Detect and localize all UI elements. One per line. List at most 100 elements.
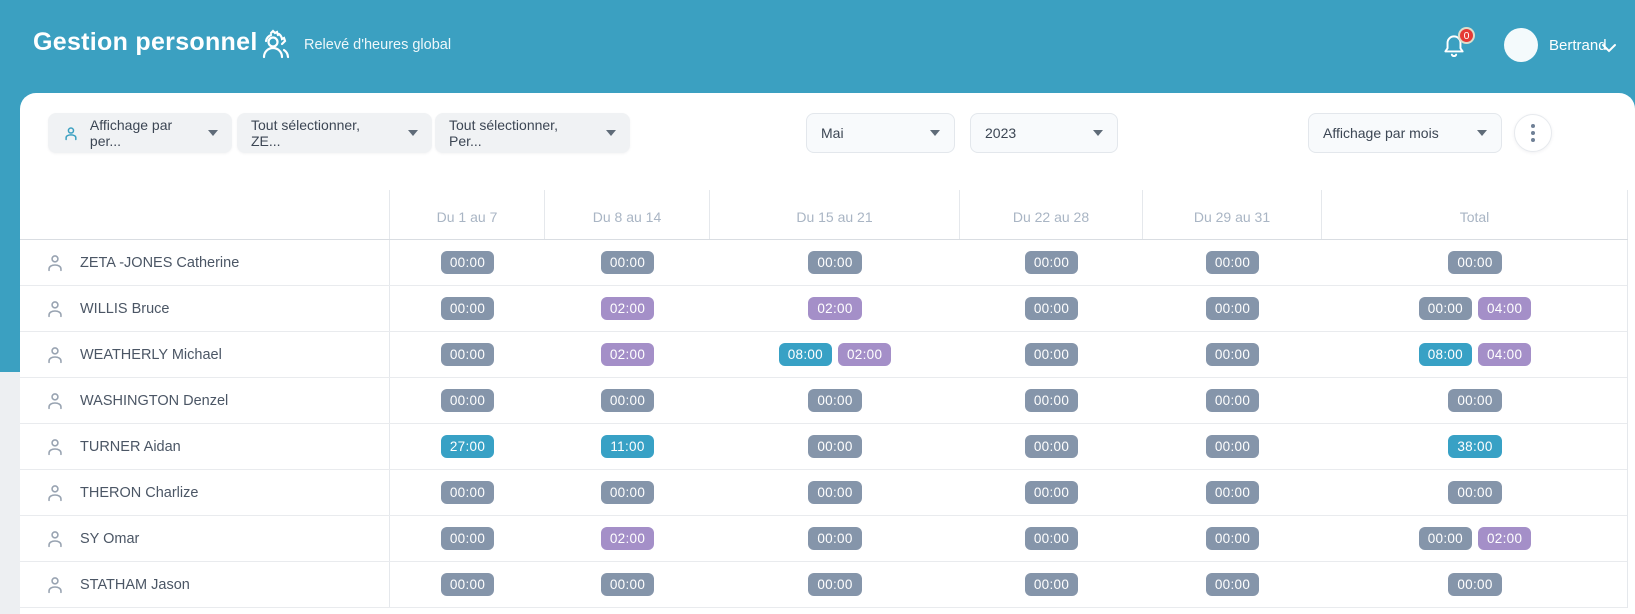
hours-chip[interactable]: 00:00 bbox=[808, 481, 862, 504]
hours-chip[interactable]: 00:00 bbox=[440, 297, 495, 320]
week-cell: 00:00 bbox=[390, 286, 545, 331]
hours-chip[interactable]: 00:00 bbox=[600, 573, 655, 596]
table-row[interactable]: THERON Charlize 00:00 00:00 00:00 00:00 00:00… bbox=[20, 470, 1627, 516]
hours-chip[interactable]: 00:00 bbox=[1024, 435, 1079, 458]
hours-chip[interactable]: 00:00 bbox=[1205, 435, 1260, 458]
column-header-3: Du 15 au 21 bbox=[710, 190, 960, 239]
hours-chip[interactable]: 38:00 bbox=[1448, 435, 1502, 458]
week-cell: 00:00 bbox=[710, 378, 960, 423]
hours-chip[interactable]: 00:00 bbox=[600, 481, 655, 504]
more-options-button[interactable] bbox=[1514, 114, 1552, 152]
hours-chip[interactable]: 02:00 bbox=[600, 297, 655, 320]
chevron-down-icon[interactable] bbox=[1601, 40, 1617, 58]
hours-chip[interactable]: 02:00 bbox=[600, 527, 655, 550]
hours-chip[interactable]: 00:00 bbox=[600, 251, 655, 274]
column-header-2: Du 8 au 14 bbox=[545, 190, 710, 239]
hours-chip[interactable]: 00:00 bbox=[1024, 343, 1079, 366]
hours-chip[interactable]: 00:00 bbox=[808, 251, 862, 274]
employee-name-cell[interactable]: WASHINGTON Denzel bbox=[20, 378, 390, 423]
user-name[interactable]: Bertrand bbox=[1549, 37, 1607, 54]
hours-chip[interactable]: 00:00 bbox=[1024, 389, 1079, 412]
table-row[interactable]: ZETA -JONES Catherine 00:00 00:00 00:00 00:0… bbox=[20, 240, 1627, 286]
hours-chip[interactable]: 00:00 bbox=[1448, 389, 1502, 412]
hours-chip[interactable]: 00:00 bbox=[1024, 573, 1079, 596]
week-cell: 00:00 bbox=[710, 516, 960, 561]
display-mode-select[interactable]: Affichage par mois bbox=[1308, 113, 1502, 153]
hours-chip[interactable]: 02:00 bbox=[1478, 527, 1532, 550]
table-row[interactable]: STATHAM Jason 00:00 00:00 00:00 00:00 00:00 00… bbox=[20, 562, 1627, 608]
employee-name: STATHAM Jason bbox=[80, 576, 190, 593]
hours-chip[interactable]: 00:00 bbox=[1448, 481, 1502, 504]
hours-chip[interactable]: 00:00 bbox=[808, 527, 862, 550]
week-cell: 00:00 bbox=[1143, 470, 1322, 515]
employee-name-cell[interactable]: TURNER Aidan bbox=[20, 424, 390, 469]
filter-display-by-person[interactable]: Affichage par per... bbox=[48, 113, 232, 153]
hours-chip[interactable]: 00:00 bbox=[1418, 527, 1472, 550]
hours-chip[interactable]: 00:00 bbox=[1205, 527, 1260, 550]
hours-chip[interactable]: 00:00 bbox=[1205, 343, 1260, 366]
hours-chip[interactable]: 00:00 bbox=[1205, 481, 1260, 504]
hours-chip[interactable]: 27:00 bbox=[440, 435, 495, 458]
hours-chip[interactable]: 00:00 bbox=[440, 343, 495, 366]
column-header-empty bbox=[20, 190, 390, 239]
table-header-row: Du 1 au 7 Du 8 au 14 Du 15 au 21 Du 22 au 2… bbox=[20, 190, 1628, 240]
week-cell: 00:00 bbox=[960, 286, 1143, 331]
hours-chip[interactable]: 00:00 bbox=[1024, 527, 1079, 550]
hours-chip[interactable]: 04:00 bbox=[1478, 297, 1532, 320]
hours-chip[interactable]: 00:00 bbox=[440, 251, 495, 274]
hours-chip[interactable]: 00:00 bbox=[1205, 251, 1260, 274]
hours-chip[interactable]: 00:00 bbox=[808, 573, 862, 596]
hours-chip[interactable]: 00:00 bbox=[1024, 251, 1079, 274]
hours-chip[interactable]: 02:00 bbox=[838, 343, 892, 366]
employee-name-cell[interactable]: STATHAM Jason bbox=[20, 562, 390, 607]
employee-name: SY Omar bbox=[80, 530, 140, 547]
hours-chip[interactable]: 00:00 bbox=[1205, 297, 1260, 320]
hours-chip[interactable]: 00:00 bbox=[600, 389, 655, 412]
table-row[interactable]: WASHINGTON Denzel 00:00 00:00 00:00 00:00 00:… bbox=[20, 378, 1627, 424]
hours-chip[interactable]: 00:00 bbox=[1205, 573, 1260, 596]
avatar[interactable] bbox=[1504, 28, 1538, 62]
person-icon bbox=[48, 346, 62, 363]
hours-chip[interactable]: 00:00 bbox=[1024, 297, 1079, 320]
employee-name-cell[interactable]: THERON Charlize bbox=[20, 470, 390, 515]
hours-chip[interactable]: 08:00 bbox=[778, 343, 832, 366]
hours-chip[interactable]: 00:00 bbox=[440, 481, 495, 504]
year-select[interactable]: 2023 bbox=[970, 113, 1118, 153]
table-row[interactable]: WEATHERLY Michael 00:00 02:00 08:00 02:00 00:… bbox=[20, 332, 1627, 378]
hours-chip[interactable]: 04:00 bbox=[1478, 343, 1532, 366]
hours-chip[interactable]: 11:00 bbox=[601, 435, 654, 458]
table-body: ZETA -JONES Catherine 00:00 00:00 00:00 00:0… bbox=[20, 240, 1628, 608]
filter-select-all-ze[interactable]: Tout sélectionner, ZE... bbox=[237, 113, 432, 153]
employee-name-cell[interactable]: WILLIS Bruce bbox=[20, 286, 390, 331]
hours-chip[interactable]: 00:00 bbox=[1448, 251, 1502, 274]
total-cell: 00:00 bbox=[1322, 240, 1628, 285]
filter-select-all-per[interactable]: Tout sélectionner, Per... bbox=[435, 113, 630, 153]
kebab-icon bbox=[1531, 124, 1535, 128]
table-row[interactable]: WILLIS Bruce 00:00 02:00 02:00 00:00 00:00 00:… bbox=[20, 286, 1627, 332]
hours-chip[interactable]: 00:00 bbox=[440, 389, 495, 412]
week-cell: 00:00 bbox=[1143, 562, 1322, 607]
hours-chip[interactable]: 00:00 bbox=[1448, 573, 1502, 596]
employee-name-cell[interactable]: SY Omar bbox=[20, 516, 390, 561]
hours-chip[interactable]: 02:00 bbox=[808, 297, 862, 320]
hours-chip[interactable]: 08:00 bbox=[1418, 343, 1472, 366]
display-mode-value: Affichage par mois bbox=[1323, 125, 1439, 141]
employee-name-cell[interactable]: ZETA -JONES Catherine bbox=[20, 240, 390, 285]
month-select[interactable]: Mai bbox=[806, 113, 955, 153]
table-row[interactable]: TURNER Aidan 27:00 11:00 00:00 00:00 00:00 38:… bbox=[20, 424, 1627, 470]
hours-chip[interactable]: 00:00 bbox=[440, 527, 495, 550]
total-cell: 00:00 04:00 bbox=[1322, 286, 1628, 331]
table-row[interactable]: SY Omar 00:00 02:00 00:00 00:00 00:00 00:00 02:… bbox=[20, 516, 1627, 562]
employee-name-cell[interactable]: WEATHERLY Michael bbox=[20, 332, 390, 377]
hours-chip[interactable]: 00:00 bbox=[1205, 389, 1260, 412]
hours-chip[interactable]: 00:00 bbox=[808, 389, 862, 412]
filter-label: Tout sélectionner, Per... bbox=[449, 117, 558, 149]
week-cell: 11:00 bbox=[545, 424, 710, 469]
hours-chip[interactable]: 00:00 bbox=[808, 435, 862, 458]
hours-chip[interactable]: 00:00 bbox=[440, 573, 495, 596]
hours-chip[interactable]: 00:00 bbox=[1418, 297, 1472, 320]
week-cell: 00:00 bbox=[1143, 286, 1322, 331]
notifications-button[interactable]: 0 bbox=[1441, 27, 1483, 63]
hours-chip[interactable]: 00:00 bbox=[1024, 481, 1079, 504]
hours-chip[interactable]: 02:00 bbox=[600, 343, 655, 366]
